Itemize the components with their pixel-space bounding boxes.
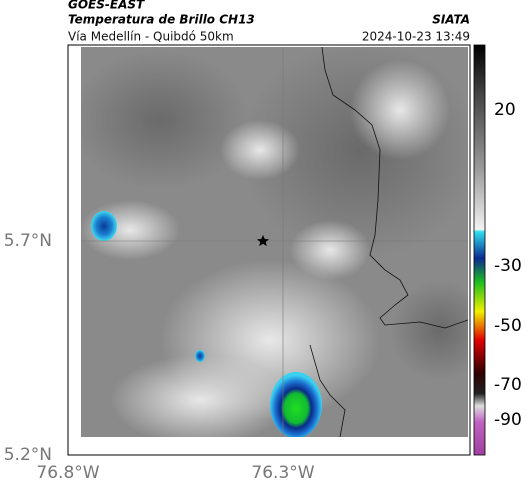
source: SIATA bbox=[432, 13, 470, 27]
lon-label: 76.8°W bbox=[36, 463, 99, 483]
timestamp: 2024-10-23 13:49 bbox=[362, 30, 470, 44]
lon-label: 76.3°W bbox=[251, 463, 314, 483]
colorbar-label: 20 bbox=[494, 100, 516, 120]
colorbar-label: -30 bbox=[494, 256, 522, 276]
lat-label: 5.7°N bbox=[4, 231, 52, 251]
satellite-name: GOES-EAST bbox=[68, 0, 145, 12]
colorbar-label: -70 bbox=[494, 375, 522, 395]
lat-label: 5.2°N bbox=[4, 445, 52, 465]
imagery bbox=[81, 47, 468, 437]
product-title: Temperatura de Brillo CH13 bbox=[68, 13, 255, 27]
colorbar bbox=[473, 44, 486, 456]
region: Vía Medellín - Quibdó 50km bbox=[68, 30, 234, 44]
colorbar-label: -50 bbox=[494, 316, 522, 336]
colorbar-label: -90 bbox=[494, 410, 522, 430]
